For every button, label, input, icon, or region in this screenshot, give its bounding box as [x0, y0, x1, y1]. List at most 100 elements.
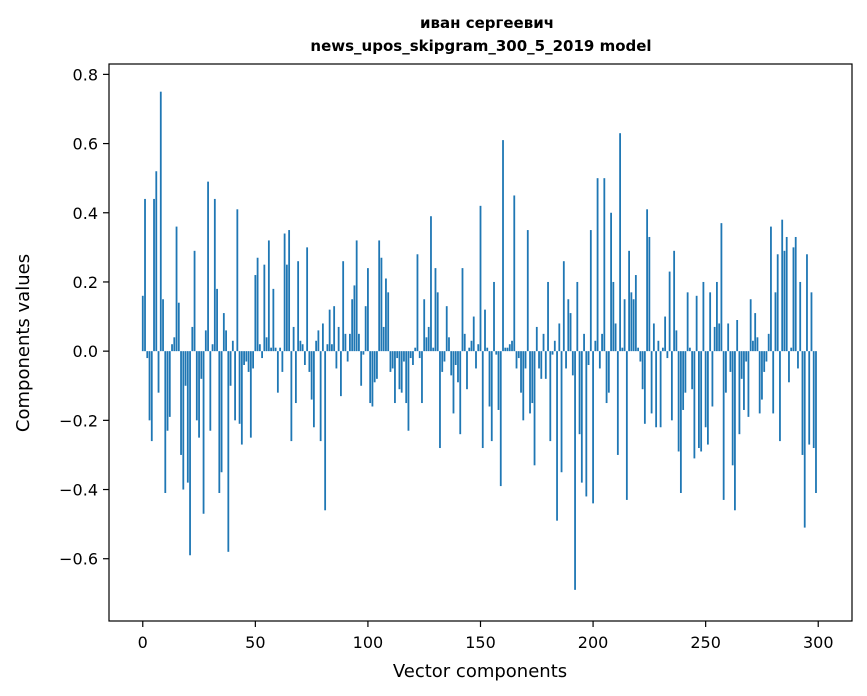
- bar-99: [364, 306, 367, 352]
- bar-139: [454, 351, 457, 365]
- bar-228: [655, 351, 658, 428]
- bar-56: [267, 240, 270, 352]
- bar-251: [707, 351, 709, 445]
- bar-66: [290, 351, 293, 442]
- bar-26: [200, 351, 203, 379]
- bar-28: [204, 330, 207, 352]
- bar-186: [560, 351, 563, 473]
- bar-43: [238, 351, 241, 424]
- bar-13: [171, 344, 173, 352]
- bar-226: [650, 351, 653, 414]
- bar-255: [716, 281, 718, 352]
- bar-250: [704, 351, 707, 428]
- bar-167: [517, 351, 520, 359]
- bar-264: [736, 320, 739, 352]
- bar-298: [812, 351, 815, 449]
- bar-112: [394, 351, 396, 404]
- bar-210: [614, 323, 617, 352]
- bar-3: [148, 351, 151, 421]
- bar-82: [326, 344, 329, 352]
- bar-283: [779, 351, 781, 442]
- bar-27: [202, 351, 205, 514]
- x-tick-label: 150: [465, 633, 496, 652]
- bar-146: [470, 340, 473, 352]
- bar-249: [702, 281, 705, 352]
- bar-285: [783, 250, 786, 352]
- bar-252: [709, 292, 712, 352]
- bar-38: [227, 351, 230, 552]
- bar-188: [565, 351, 567, 369]
- bar-275: [761, 351, 763, 400]
- bar-158: [497, 351, 500, 410]
- bar-216: [628, 250, 630, 352]
- bar-291: [797, 351, 799, 369]
- bar-57: [270, 347, 273, 352]
- bar-20: [186, 351, 189, 483]
- bar-199: [589, 230, 592, 352]
- y-tick-label: −0.4: [59, 481, 98, 500]
- bar-147: [472, 316, 475, 352]
- bar-281: [774, 292, 777, 352]
- bar-280: [772, 351, 775, 414]
- bar-253: [711, 351, 714, 407]
- bar-30: [209, 351, 212, 431]
- bar-113: [396, 351, 399, 359]
- bar-78: [317, 330, 320, 352]
- bar-294: [803, 351, 806, 528]
- bar-223: [643, 351, 646, 424]
- bar-59: [274, 347, 277, 352]
- bar-242: [686, 292, 689, 352]
- bar-157: [495, 351, 498, 355]
- bar-72: [303, 351, 306, 365]
- bar-289: [792, 247, 795, 352]
- bar-165: [513, 195, 516, 352]
- bar-121: [414, 347, 417, 352]
- bar-238: [677, 351, 680, 452]
- bar-286: [785, 236, 788, 352]
- bar-37: [225, 330, 227, 352]
- bar-162: [506, 347, 509, 352]
- bar-214: [623, 299, 626, 352]
- bar-85: [333, 306, 336, 352]
- bar-215: [625, 351, 628, 500]
- bar-19: [184, 351, 187, 386]
- bar-263: [734, 351, 736, 511]
- bar-276: [763, 351, 766, 372]
- bar-106: [380, 257, 383, 352]
- bar-24: [195, 351, 198, 421]
- bar-44: [240, 351, 243, 445]
- bar-296: [808, 351, 811, 445]
- bar-205: [603, 178, 606, 352]
- bar-213: [621, 347, 624, 352]
- bar-168: [520, 351, 522, 393]
- bar-111: [391, 351, 394, 369]
- bar-239: [679, 351, 682, 493]
- bar-128: [430, 216, 432, 352]
- bar-211: [616, 351, 619, 455]
- bar-150: [479, 205, 482, 352]
- bar-23: [193, 250, 196, 352]
- bar-277: [765, 351, 768, 362]
- bar-61: [279, 347, 282, 352]
- bar-218: [632, 299, 635, 352]
- x-tick-label: 300: [803, 633, 834, 652]
- bar-32: [213, 198, 216, 352]
- bar-268: [745, 351, 748, 362]
- bar-70: [299, 340, 302, 352]
- bar-272: [754, 313, 757, 352]
- bar-246: [695, 295, 698, 352]
- bar-260: [727, 323, 730, 352]
- bar-297: [810, 292, 813, 352]
- bar-7: [157, 351, 160, 393]
- bar-227: [652, 323, 655, 352]
- bar-176: [538, 351, 540, 369]
- bar-166: [515, 351, 518, 369]
- bar-137: [450, 351, 453, 376]
- bar-243: [688, 347, 691, 352]
- bar-225: [648, 236, 651, 352]
- bar-144: [466, 351, 468, 390]
- bar-1: [144, 198, 146, 352]
- bar-201: [594, 340, 597, 352]
- bar-55: [265, 337, 268, 352]
- bar-52: [258, 344, 261, 352]
